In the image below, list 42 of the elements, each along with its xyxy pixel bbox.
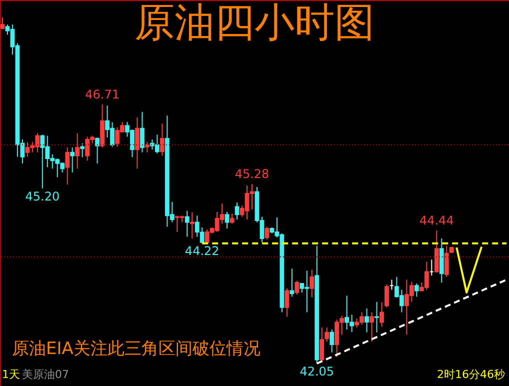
candlestick [364,308,369,333]
annotation: 44.44 [419,214,454,228]
candlestick [324,326,330,342]
candlestick [230,213,234,224]
candlestick [234,202,240,220]
annotation: 原油EIA关注此三角区间破位情况 [12,339,260,359]
candlestick [135,116,140,170]
candlestick [145,141,150,153]
candlestick [224,211,230,229]
candlestick [70,146,75,173]
candlestick [380,302,384,328]
candlestick [434,230,439,273]
candlestick [264,226,270,240]
annotation: 46.71 [85,88,120,102]
text: 美原油07 [22,368,69,381]
annotation: 45.28 [234,167,270,182]
candlestick [140,111,144,153]
candlestick [374,301,379,333]
candlestick [370,312,374,342]
candlestick [320,326,324,362]
text: 42.05 [300,364,334,378]
candlestick [384,284,389,308]
candlestick [80,142,85,158]
chart-title: 原油四小时图 [134,0,374,46]
annotation: 45.20 [25,189,60,204]
candlestick [95,136,100,164]
candlestick [190,212,194,240]
candlestick [284,288,290,318]
candlestick [310,269,314,298]
candlestick [75,132,80,170]
candlestick [160,123,164,156]
candlestick [414,283,419,298]
candlestick [330,329,334,353]
candlestick [290,268,294,298]
candlestick [0,16,5,30]
candlestick [444,245,449,278]
annotation: 44.22 [184,244,220,258]
text: 1天 [2,368,20,381]
candlestick [184,210,190,238]
candlestick [65,146,70,186]
candlestick [294,280,300,296]
text: 2时16分46秒 [437,368,505,381]
